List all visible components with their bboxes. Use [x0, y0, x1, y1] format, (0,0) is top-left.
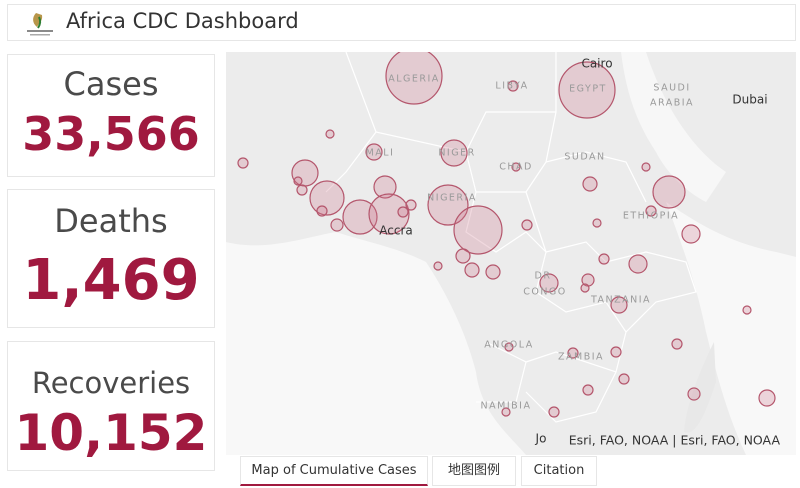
ocean [226, 232, 526, 455]
case-bubble [330, 218, 344, 232]
case-bubble [567, 347, 579, 359]
map[interactable]: ALGERIA LIBYA EGYPT Cairo SAUDI ARABIA Dubai MA… [226, 52, 796, 455]
case-bubble [582, 176, 598, 192]
case-bubble [511, 162, 521, 172]
case-bubble [453, 205, 503, 255]
logo [27, 13, 53, 36]
country-label: DR [535, 271, 552, 282]
case-bubble [485, 264, 501, 280]
stat-value: 1,469 [22, 248, 200, 313]
case-bubble [501, 407, 511, 417]
case-bubble [610, 346, 622, 358]
country-label: NIGERIA [427, 193, 477, 204]
stat-label: Cases [63, 65, 159, 103]
country-label: EGYPT [569, 84, 607, 95]
case-bubble [558, 61, 616, 119]
red-sea [621, 52, 726, 202]
country-label: LIBYA [495, 81, 528, 92]
madagascar [684, 342, 716, 433]
map-attribution: Esri, FAO, NOAA | Esri, FAO, NOAA [569, 433, 781, 448]
case-bubble [309, 180, 345, 216]
case-bubble [405, 199, 417, 211]
dashboard-title: Africa CDC Dashboard [66, 9, 299, 33]
case-bubble [373, 175, 397, 199]
case-bubble [296, 184, 308, 196]
city-label: Accra [379, 224, 412, 238]
case-bubble [539, 273, 559, 293]
case-bubble [237, 157, 249, 169]
case-bubble [610, 296, 628, 314]
case-bubble [293, 176, 303, 186]
tab[interactable]: Citation [521, 456, 597, 486]
case-bubble [397, 206, 409, 218]
country-label: NAMIBIA [481, 401, 532, 412]
case-bubble [455, 248, 471, 264]
stat-value: 10,152 [14, 404, 208, 462]
case-bubble [316, 205, 328, 217]
case-bubble [582, 384, 594, 396]
case-bubble [580, 283, 590, 293]
tab[interactable]: 地图图例 [432, 456, 516, 486]
stat-card: Cases 33,566 [7, 54, 215, 177]
case-bubble [652, 175, 686, 209]
country-label: CHAD [499, 162, 533, 173]
stat-label: Recoveries [31, 366, 191, 400]
country-label: ZAMBIA [558, 352, 604, 363]
country-label: SAUDI [653, 83, 690, 94]
city-label: Dubai [732, 93, 767, 107]
map-labels: ALGERIA LIBYA EGYPT Cairo SAUDI ARABIA Dubai MA… [366, 57, 768, 446]
city-label: Cairo [581, 57, 612, 71]
case-bubble [342, 199, 378, 235]
case-bubbles [237, 52, 776, 418]
country-label: TANZANIA [590, 295, 651, 306]
case-bubble [440, 139, 468, 167]
country-label: ARABIA [650, 98, 694, 109]
case-bubble [504, 342, 514, 352]
case-bubble [385, 52, 443, 105]
stat-card: Recoveries 10,152 [7, 341, 215, 471]
case-bubble [681, 224, 701, 244]
case-bubble [645, 205, 657, 217]
stat-value: 33,566 [22, 107, 200, 161]
case-bubble [641, 162, 651, 172]
case-bubble [628, 254, 648, 274]
stat-card: Deaths 1,469 [7, 189, 215, 328]
case-bubble [758, 389, 776, 407]
case-bubble [368, 193, 410, 235]
case-bubble [598, 253, 610, 265]
case-bubble [521, 219, 533, 231]
country-label: SUDAN [564, 152, 605, 163]
country-label: ETHIOPIA [623, 211, 679, 222]
stat-label: Deaths [54, 202, 168, 240]
case-bubble [592, 218, 602, 228]
ocean [666, 202, 796, 455]
country-label: ANGOLA [484, 340, 533, 351]
country-label: NIGER [438, 148, 475, 159]
case-bubble [507, 80, 519, 92]
case-bubble [671, 338, 683, 350]
case-bubble [548, 406, 560, 418]
case-bubble [365, 143, 383, 161]
case-bubble [618, 373, 630, 385]
country-label: CONGO [523, 287, 567, 298]
case-bubble [464, 262, 480, 278]
header: Africa CDC Dashboard [7, 4, 796, 41]
borders [325, 52, 697, 423]
country-label: ALGERIA [388, 74, 440, 85]
case-bubble [742, 305, 752, 315]
case-bubble [687, 387, 701, 401]
case-bubble [433, 261, 443, 271]
city-label: Jo [535, 432, 547, 446]
tab[interactable]: Map of Cumulative Cases [240, 456, 428, 486]
country-label: MALI [366, 148, 395, 159]
case-bubble [325, 129, 335, 139]
case-bubble [427, 184, 469, 226]
